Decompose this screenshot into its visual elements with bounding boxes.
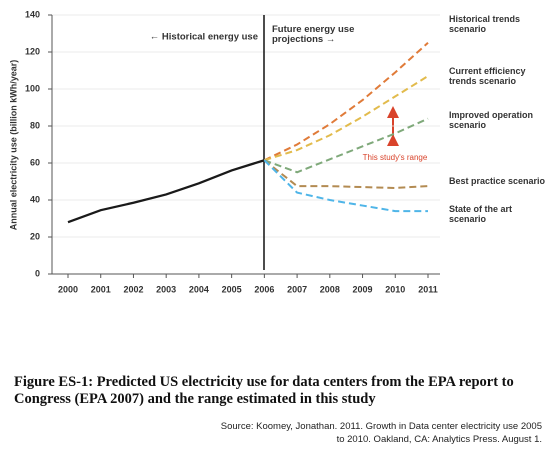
annotation: This study's range [363, 153, 428, 162]
x-tick-label: 2008 [320, 284, 340, 294]
y-tick-label: 140 [25, 9, 40, 19]
y-tick-label: 120 [25, 46, 40, 56]
caption: Figure ES-1: Predicted US electricity us… [14, 374, 514, 407]
x-tick-label: 2007 [287, 284, 307, 294]
y-tick-label: 100 [25, 83, 40, 93]
annotation: ← Historical energy use [150, 32, 258, 43]
legend-label: Improved operation scenario [449, 110, 534, 130]
x-tick-label: 2010 [385, 284, 405, 294]
source: Source: Koomey, Jonathan. 2011. Growth i… [220, 421, 542, 445]
series-line [264, 75, 429, 162]
legend-label: State of the art scenario [449, 204, 513, 224]
x-tick-label: 2001 [91, 284, 111, 294]
x-tick-label: 2009 [353, 284, 373, 294]
series-line [263, 159, 429, 189]
series-line [67, 159, 265, 224]
y-tick-label: 80 [30, 120, 40, 130]
series-line [264, 117, 429, 174]
y-tick-label: 60 [30, 157, 40, 167]
y-tick-label: 20 [30, 231, 40, 241]
legend-label: Best practice scenario [449, 176, 546, 186]
x-tick-label: 2002 [123, 284, 143, 294]
y-tick-label: 40 [30, 194, 40, 204]
x-tick-label: 2003 [156, 284, 176, 294]
x-tick-label: 2005 [222, 284, 242, 294]
legend-label: Historical trends scenario [449, 14, 521, 34]
y-tick-label: 0 [35, 268, 40, 278]
annotation: Future energy use projections → [272, 24, 355, 45]
x-tick-label: 2004 [189, 284, 209, 294]
x-tick-label: 2000 [58, 284, 78, 294]
series-line [263, 159, 428, 213]
x-tick-label: 2011 [418, 284, 438, 294]
legend-label: Current efficiency trends scenario [449, 66, 526, 86]
chart: Annual electricity use (billion kWh/year… [8, 9, 440, 294]
y-axis-label: Annual electricity use (billion kWh/year… [8, 60, 18, 231]
x-tick-label: 2006 [254, 284, 274, 294]
series-line [263, 42, 429, 162]
